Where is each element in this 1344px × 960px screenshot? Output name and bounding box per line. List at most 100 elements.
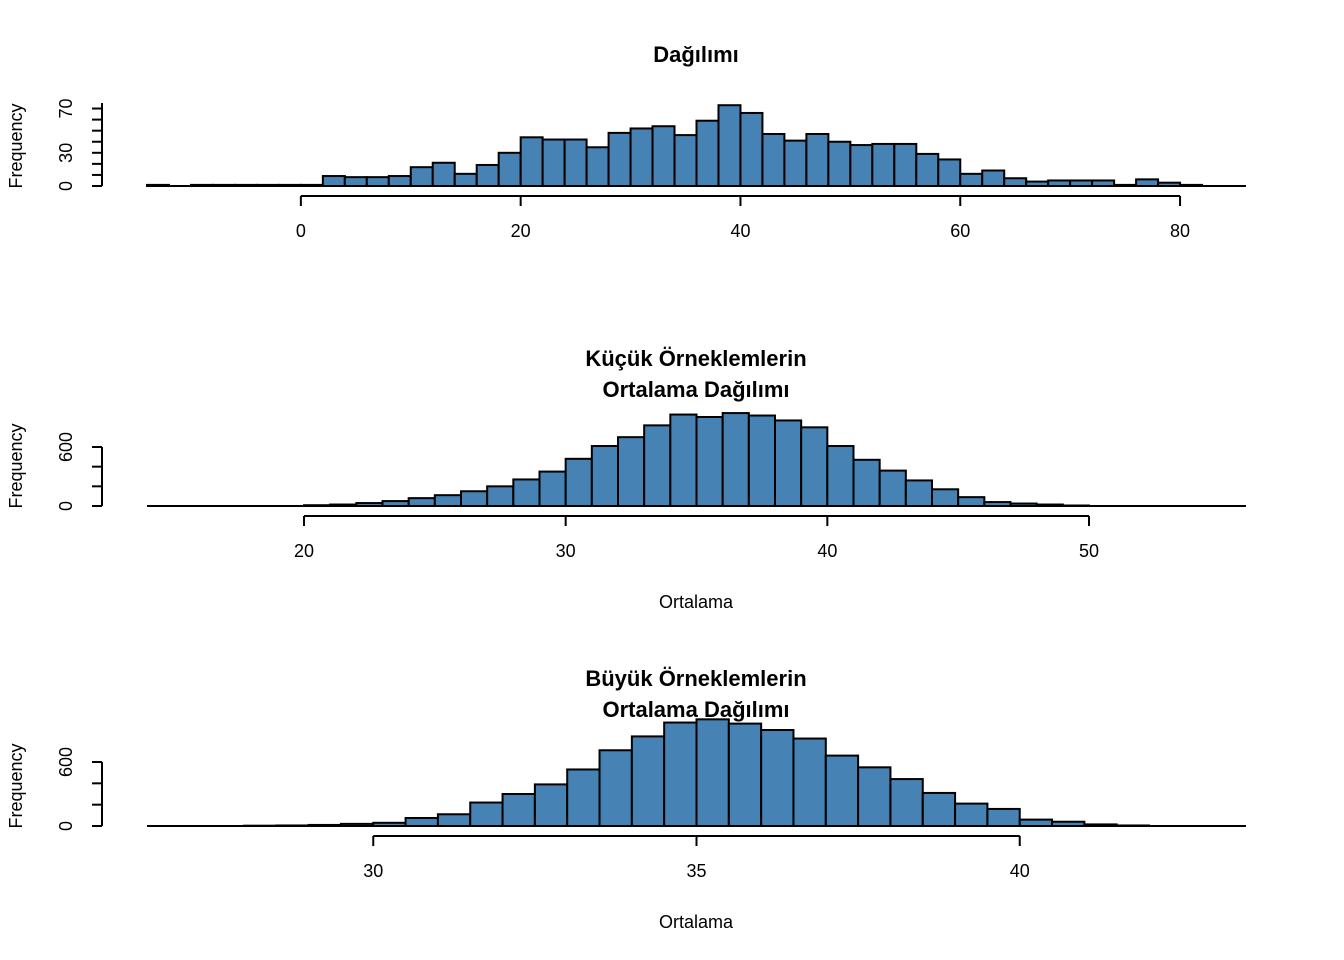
histogram-bar xyxy=(849,144,874,187)
y-axis-label: Frequency xyxy=(6,103,26,188)
histogram-panel-3: Büyük Örneklemlerin Ortalama Dağılımı 30 35… xyxy=(6,666,1246,932)
histogram-bar xyxy=(824,754,860,827)
histogram-bar xyxy=(959,172,984,187)
histogram-bar xyxy=(915,152,940,187)
histogram-bar xyxy=(512,478,541,508)
chart-title-line-1: Büyük Örneklemlerin xyxy=(585,666,806,691)
histogram-bar xyxy=(607,131,632,188)
histogram-bar xyxy=(760,729,795,827)
chart-title: Dağılımı xyxy=(653,42,739,67)
y-tick-label: 0 xyxy=(56,501,76,511)
histogram-bar xyxy=(365,176,390,188)
histogram-bar xyxy=(792,737,827,827)
histogram-bar xyxy=(460,490,489,507)
histogram-bar xyxy=(409,166,434,187)
histogram-bar xyxy=(827,140,852,188)
histogram-bar xyxy=(727,722,763,827)
chart-title-line-2: Ortalama Dağılımı xyxy=(602,377,789,402)
histogram-bar xyxy=(889,778,924,827)
y-axis: 0 600 xyxy=(56,747,103,831)
x-tick-label: 0 xyxy=(296,221,306,241)
y-tick-label: 0 xyxy=(56,821,76,831)
histogram-bar xyxy=(826,445,855,507)
histogram-bar xyxy=(695,718,730,827)
histogram-bar xyxy=(533,783,569,828)
histogram-bar xyxy=(986,807,1021,828)
histogram-bar xyxy=(739,111,764,187)
chart-title-line-2: Ortalama Dağılımı xyxy=(602,697,789,722)
histogram-bar xyxy=(957,496,986,507)
histogram-bar xyxy=(643,424,672,507)
histogram-bar xyxy=(630,735,666,828)
x-axis: 20 30 40 50 xyxy=(294,515,1099,561)
y-axis-label: Frequency xyxy=(6,743,26,828)
histogram-bar xyxy=(695,119,720,187)
histogram-bar xyxy=(878,469,907,508)
chart-title-line-1: Küçük Örneklemlerin xyxy=(585,346,806,371)
histogram-bar xyxy=(585,146,610,187)
histogram-bar xyxy=(673,134,698,188)
histogram-bar xyxy=(747,414,776,507)
histogram-bar xyxy=(387,175,412,187)
x-tick-label: 20 xyxy=(294,541,314,561)
histogram-bar xyxy=(538,470,567,508)
x-axis: 30 35 40 xyxy=(363,835,1030,881)
histogram-bar xyxy=(453,172,478,187)
histogram-bar xyxy=(805,132,830,187)
histogram-bar xyxy=(343,176,368,188)
histogram-bar xyxy=(407,497,436,507)
histogram-bar xyxy=(541,138,566,188)
histogram-bar xyxy=(436,813,472,827)
histogram-bar xyxy=(598,749,633,827)
histogram-bar xyxy=(404,817,439,827)
x-tick-label: 40 xyxy=(730,221,750,241)
y-tick-label: 30 xyxy=(56,143,76,163)
histogram-panel-2: Küçük Örneklemlerin Ortalama Dağılımı 20 30… xyxy=(6,346,1246,612)
histogram-bar xyxy=(893,142,918,188)
histogram-bar xyxy=(954,802,989,827)
histogram-bar xyxy=(617,436,646,507)
histogram-bar xyxy=(721,412,750,508)
histogram-bar xyxy=(469,801,504,827)
histogram-bar xyxy=(783,139,808,187)
x-tick-label: 40 xyxy=(817,541,837,561)
histogram-bar xyxy=(981,169,1006,188)
x-tick-label: 60 xyxy=(950,221,970,241)
x-axis-label: Ortalama xyxy=(659,912,734,932)
x-tick-label: 20 xyxy=(511,221,531,241)
histogram-bar xyxy=(590,445,619,507)
histogram-bar xyxy=(695,416,724,507)
histogram-bar xyxy=(852,458,881,507)
histogram-bar xyxy=(800,426,829,508)
histogram-bar xyxy=(904,479,933,507)
y-axis: 0 30 70 xyxy=(56,99,103,191)
y-tick-label: 70 xyxy=(56,99,76,119)
x-tick-label: 40 xyxy=(1010,861,1030,881)
histogram-bar xyxy=(629,127,654,188)
y-tick-label: 600 xyxy=(56,747,76,777)
histogram-bar xyxy=(857,766,892,827)
x-tick-label: 30 xyxy=(556,541,576,561)
histogram-bar xyxy=(921,791,957,828)
histogram-bar xyxy=(669,413,698,507)
histogram-bar xyxy=(663,721,698,827)
histogram-bar xyxy=(501,793,536,827)
histogram-bar xyxy=(931,488,960,507)
histogram-bar xyxy=(564,457,593,507)
histogram-bar xyxy=(651,125,676,187)
histogram-bar xyxy=(563,138,588,188)
histogram-bar xyxy=(433,494,463,507)
histogram-bar xyxy=(519,136,544,188)
x-tick-label: 80 xyxy=(1170,221,1190,241)
bars xyxy=(146,104,1204,188)
histogram-bar xyxy=(566,768,601,828)
histogram-bar xyxy=(497,151,522,188)
histogram-bar xyxy=(475,163,500,187)
histogram-bar xyxy=(431,161,456,187)
histogram-bar xyxy=(937,158,962,188)
x-axis: 0 20 40 60 80 xyxy=(296,195,1190,241)
histogram-bar xyxy=(321,175,346,187)
bars xyxy=(242,718,1151,828)
x-tick-label: 30 xyxy=(363,861,383,881)
y-tick-label: 600 xyxy=(56,432,76,462)
